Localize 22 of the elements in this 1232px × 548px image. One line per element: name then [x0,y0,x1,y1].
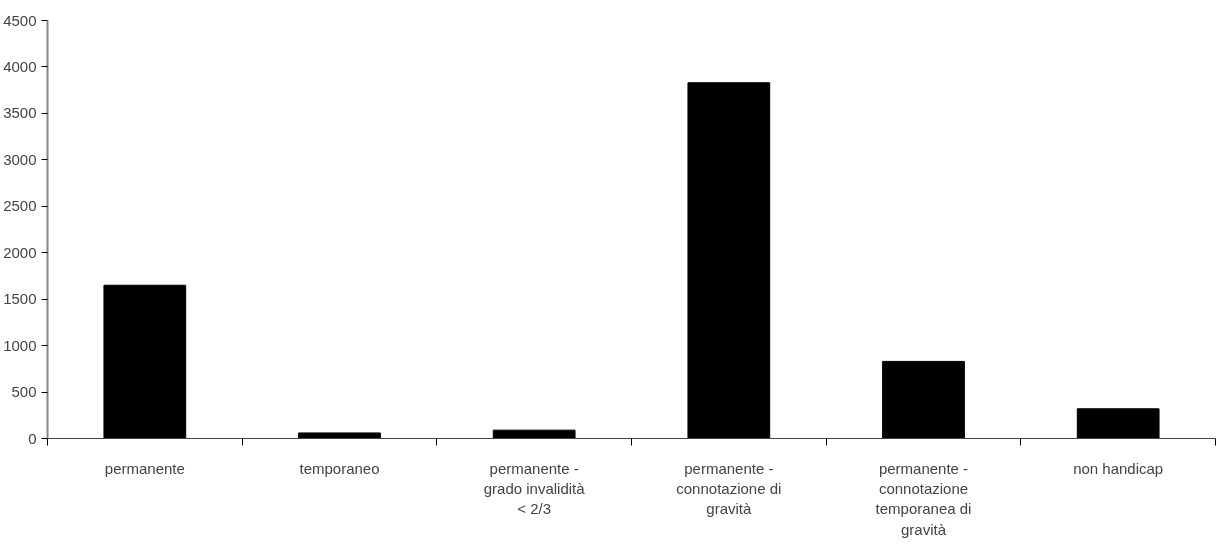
bar [492,429,576,439]
y-tick-label: 4500 [3,11,37,29]
x-tick-label: temporaneo [299,459,380,477]
x-tick-label: permanente - connotazione temporanea di gravità [875,459,972,538]
x-tick-label: permanente - grado invalidità < 2/3 [483,459,586,518]
bar [1076,408,1160,439]
y-tick-label: 2000 [3,243,37,261]
x-tick-label: non handicap [1073,459,1164,477]
y-tick-label: 1000 [3,336,37,354]
y-tick-label: 1500 [3,290,37,308]
y-tick-label: 3500 [3,104,37,122]
y-tick-label: 0 [28,429,37,447]
bar [882,360,965,439]
x-tick-label: permanente - connotazione di gravità [676,459,782,518]
y-tick-label: 2500 [3,197,37,215]
bar [298,432,381,439]
y-tick-label: 3000 [3,150,37,168]
bar [103,284,187,439]
x-tick-label: permanente [104,459,185,477]
y-tick-label: 4000 [3,57,37,75]
bar [687,82,771,439]
y-tick-label: 500 [11,383,37,401]
